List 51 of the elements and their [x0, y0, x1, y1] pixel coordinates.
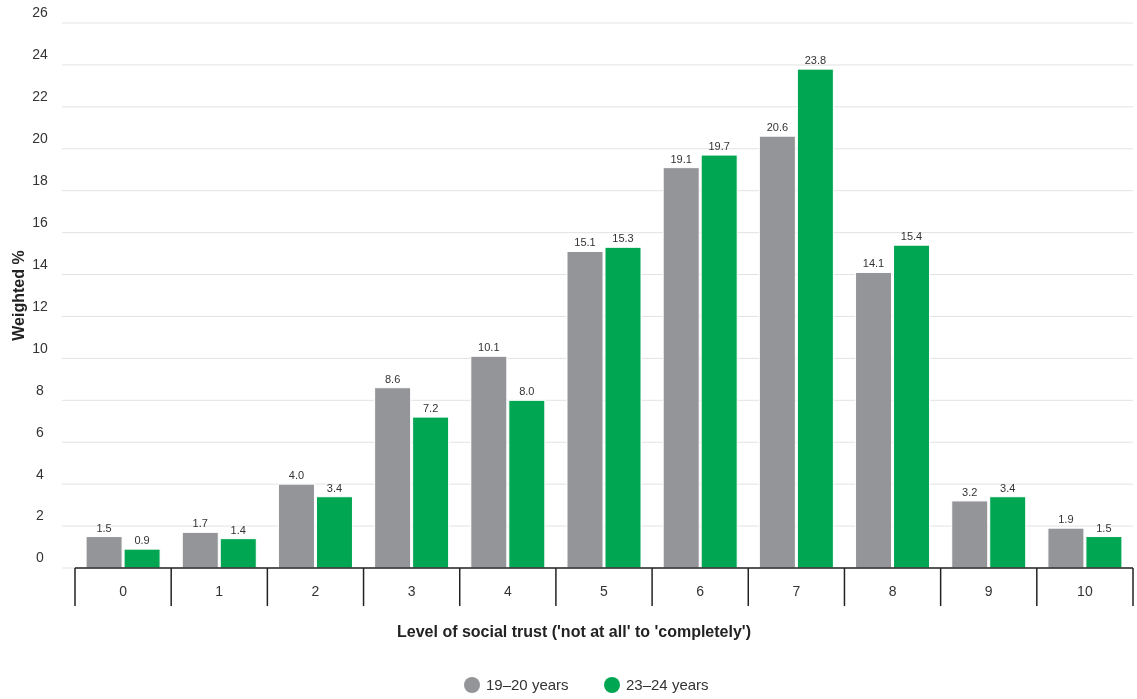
y-tick-label: 10 [32, 339, 48, 356]
y-tick-label: 8 [36, 381, 45, 398]
text: 7.2 [422, 402, 439, 415]
y-tick-label: 16 [32, 214, 48, 231]
x-tick-label: 4 [503, 583, 512, 599]
x-tick-label: 7 [792, 583, 801, 599]
text: 3.2 [962, 485, 978, 498]
text: 3.4 [326, 481, 343, 494]
text: 3.4 [1000, 481, 1016, 494]
y-tick-label: 12 [32, 297, 48, 314]
text: 4.0 [288, 469, 305, 482]
text: 19.7 [708, 140, 730, 153]
text: 0.9 [134, 534, 150, 547]
y-tick-label: 20 [32, 130, 48, 147]
text: 14.1 [862, 257, 885, 270]
x-tick-label: 10 [1077, 583, 1093, 599]
y-tick-label: 14 [32, 255, 48, 272]
x-tick-label: 1 [215, 583, 224, 599]
x-tick-label: 9 [984, 583, 993, 599]
x-tick-label: 5 [600, 583, 609, 599]
y-axis-title: Weighted % [10, 250, 27, 341]
y-tick-label: 18 [32, 172, 48, 189]
legend-label: 19–20 years [486, 676, 569, 693]
text: 1.5 [96, 521, 112, 534]
text: 23.8 [804, 54, 827, 67]
text: 1.5 [1096, 521, 1112, 534]
text: 10.1 [478, 341, 500, 354]
y-tick-label: 2 [36, 507, 45, 524]
y-tick-label: 24 [32, 46, 48, 63]
text: 15.4 [900, 230, 923, 243]
y-tick-label: 0 [36, 549, 45, 566]
text: 8.0 [519, 385, 535, 398]
y-tick-label: 22 [32, 88, 48, 105]
y-tick-label: 4 [36, 465, 45, 482]
text: 15.3 [612, 232, 634, 245]
x-tick-label: 6 [696, 583, 705, 599]
x-tick-label: 2 [311, 583, 320, 599]
text: 19.1 [670, 152, 692, 165]
text: 1.4 [230, 523, 246, 536]
x-tick-label: 8 [888, 583, 897, 599]
legend-label: 23–24 years [626, 676, 709, 693]
y-tick-label: 26 [32, 4, 48, 21]
x-axis-title: Level of social trust ('not at all' to 'completely') [397, 623, 751, 640]
text: 15.1 [574, 236, 596, 249]
y-tick-label: 6 [36, 423, 45, 440]
text: 1.9 [1058, 513, 1074, 526]
x-tick-label: 0 [119, 583, 128, 599]
text: 8.6 [384, 372, 401, 385]
text: 1.7 [192, 517, 208, 530]
text: 20.6 [766, 121, 789, 134]
x-tick-label: 3 [407, 583, 416, 599]
